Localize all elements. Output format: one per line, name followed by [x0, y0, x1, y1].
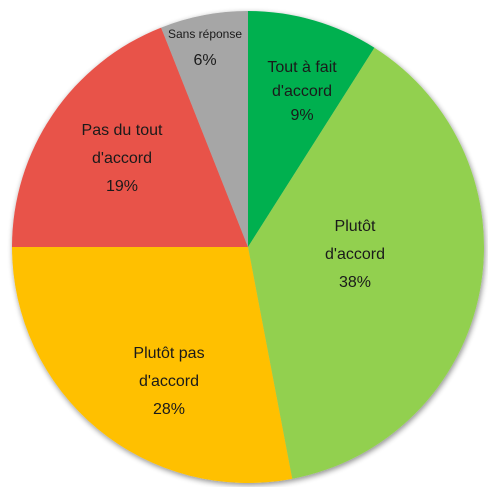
- pie-value-plutot-pas-daccord: 28%: [153, 401, 185, 418]
- pie-label-line-tout-a-fait-daccord: Tout à fait: [267, 59, 337, 76]
- pie-label-line-plutot-daccord: Plutôt: [335, 218, 376, 235]
- pie-label-line-plutot-pas-daccord: d'accord: [139, 373, 199, 390]
- pie-label-line-plutot-daccord: d'accord: [325, 246, 385, 263]
- pie-label-line-tout-a-fait-daccord: d'accord: [272, 83, 332, 100]
- pie-label-line-sans-reponse: Sans réponse: [168, 27, 242, 41]
- pie-value-pas-du-tout-daccord: 19%: [106, 178, 138, 195]
- pie-label-line-plutot-pas-daccord: Plutôt pas: [133, 345, 204, 362]
- pie-value-plutot-daccord: 38%: [339, 274, 371, 291]
- pie-value-sans-reponse: 6%: [193, 52, 216, 69]
- pie-label-line-pas-du-tout-daccord: d'accord: [92, 150, 152, 167]
- pie-label-line-pas-du-tout-daccord: Pas du tout: [82, 122, 164, 139]
- pie-slice-plutot-pas-daccord: [12, 247, 292, 483]
- pie-slices: [12, 11, 484, 483]
- pie-value-tout-a-fait-daccord: 9%: [290, 107, 313, 124]
